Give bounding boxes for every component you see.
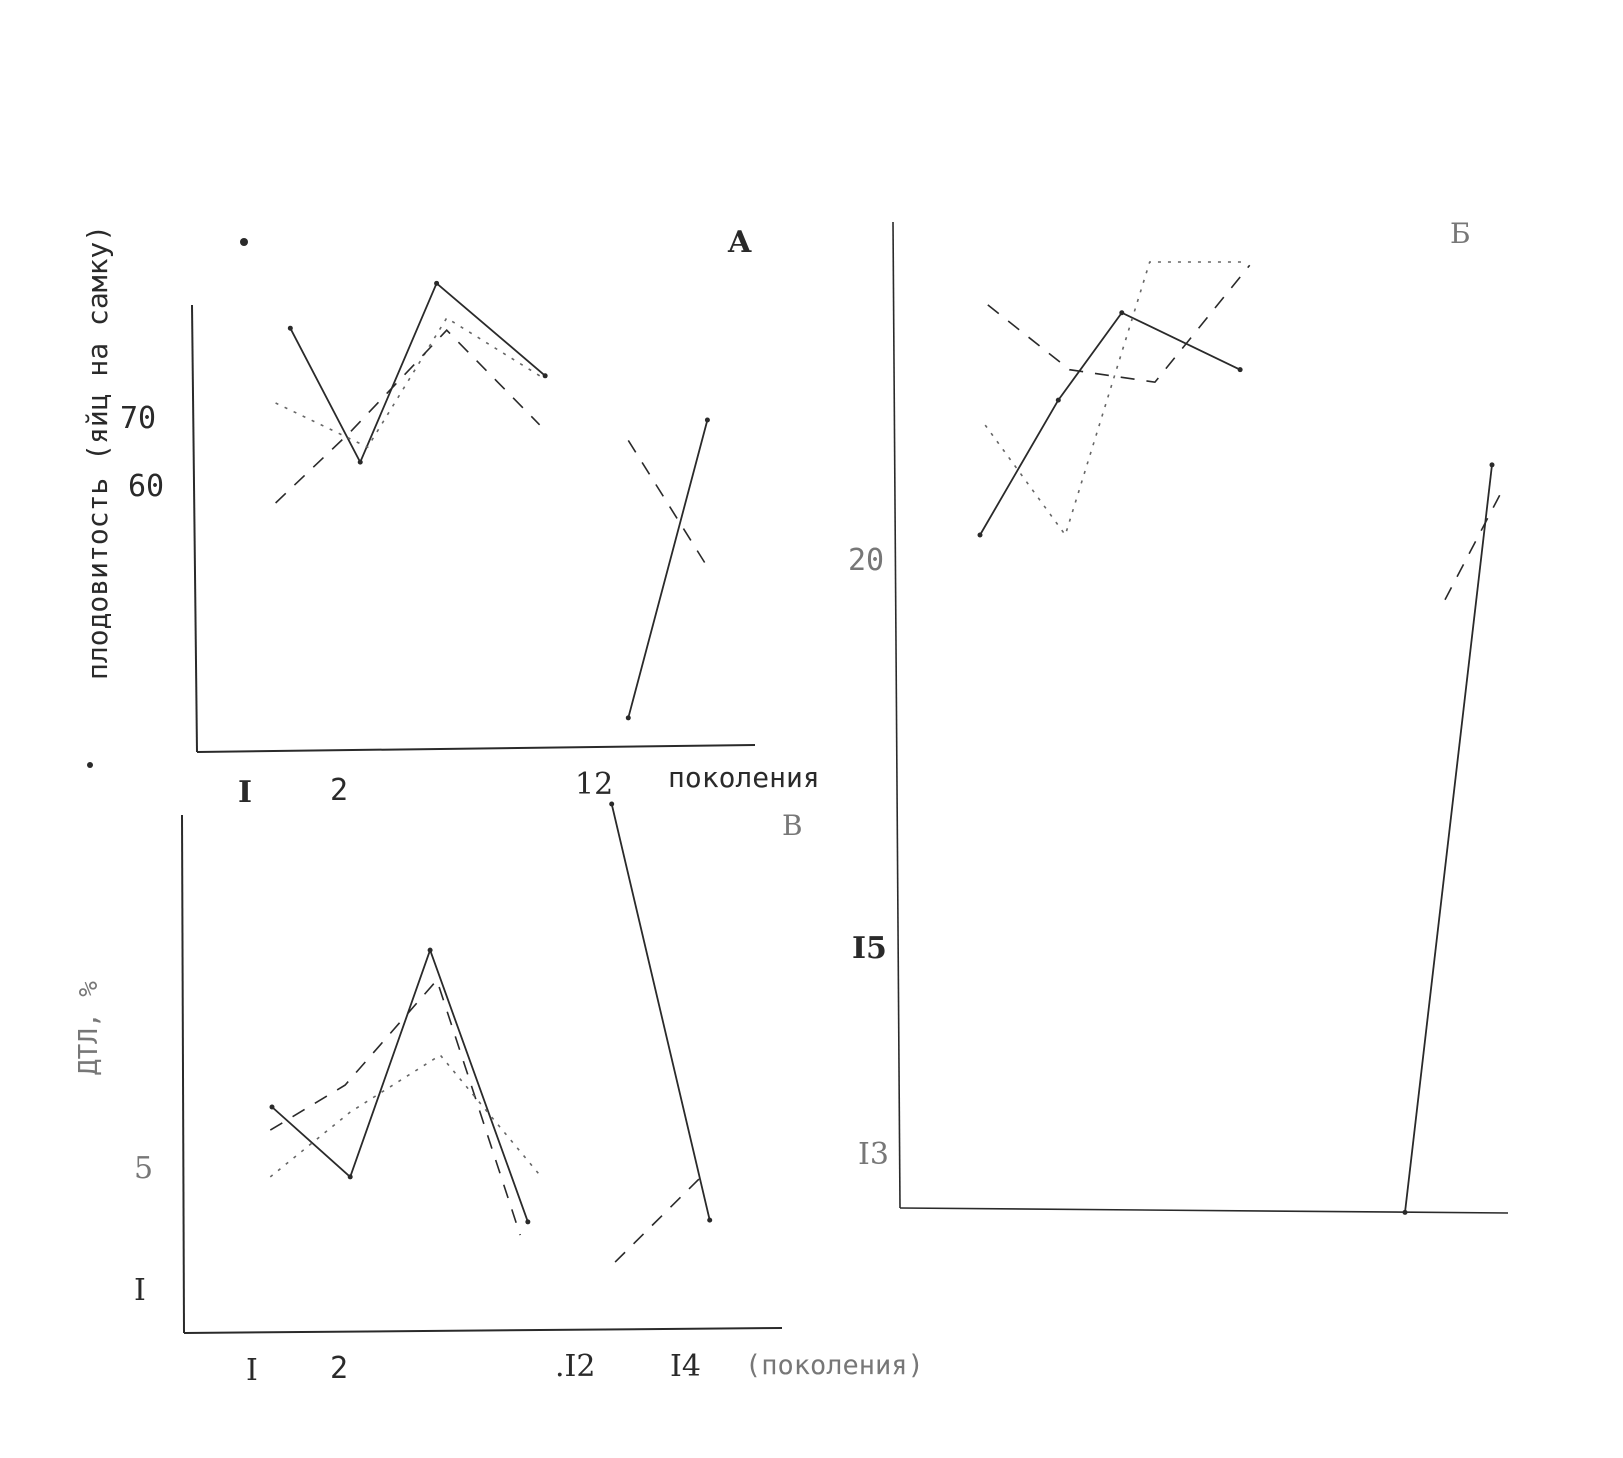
panel-0-series-dashed-line: [627, 439, 709, 568]
panel-0-series-dashed-line: [275, 329, 541, 504]
panel-0-data-point: [434, 280, 440, 286]
panel-1-series-dashed-line: [1444, 484, 1506, 601]
panel-1-series-solid-line: [979, 311, 1241, 536]
panel-c-y-axis: [181, 814, 185, 1334]
panel-0-series-solid-line: [627, 419, 709, 719]
panel-1-data-point: [1402, 1209, 1408, 1215]
panel-2-data-point: [269, 1104, 275, 1110]
panel-a-y-axis: [191, 304, 198, 753]
x-tick-label: I: [246, 1353, 258, 1388]
panel-1-data-point: [977, 532, 983, 538]
x-tick-label: I4: [670, 1349, 701, 1384]
panel-1-data-point: [1119, 310, 1125, 316]
panel-0-data-point: [704, 417, 710, 423]
y-tick-label: 20: [848, 543, 885, 578]
panel-a-x-axis: [196, 744, 756, 753]
series-layer: [269, 261, 1506, 1263]
speck-dot: [240, 238, 248, 246]
panel-a-x-label: поколения: [668, 761, 820, 794]
panel-0-data-point: [357, 459, 363, 465]
panel-b-letter: Б: [1450, 217, 1471, 250]
y-tick-label: I: [134, 1273, 146, 1308]
panel-2-data-point: [427, 947, 433, 953]
panel-b-y-axis: [892, 221, 901, 1209]
y-tick-label: I3: [858, 1137, 889, 1172]
panel-1-series-solid-line: [1404, 464, 1493, 1213]
speck-dot: [87, 762, 93, 768]
panel-0-series-solid-line: [289, 281, 546, 465]
panel-a-y-label: плодовитость (яйц на самку): [81, 224, 114, 680]
panel-c-axes: [181, 814, 783, 1334]
y-tick-label: I5: [852, 931, 887, 966]
x-tick-label: I: [238, 775, 253, 810]
panel-2-series-solid-line: [610, 803, 711, 1221]
panel-c-x-axis: [183, 1327, 783, 1334]
panel-1-series-dashed-line: [987, 264, 1251, 384]
panel-2-series-solid-line: [271, 947, 529, 1223]
panel-0-data-point: [287, 325, 293, 331]
panel-a-letter: A: [728, 225, 752, 260]
panel-2-data-point: [707, 1217, 713, 1223]
y-tick-label: 70: [120, 401, 157, 436]
panel-1-data-point: [1489, 462, 1495, 468]
panel-a-axes: [191, 304, 756, 753]
y-tick-label: 60: [128, 469, 165, 504]
panel-2-data-point: [347, 1174, 353, 1180]
panel-c-y-label: ДТЛ, %: [74, 981, 104, 1075]
panel-2-series-dotted-line: [269, 1054, 541, 1178]
panel-0-data-point: [542, 373, 548, 379]
panel-2-series-dashed-line: [614, 1177, 701, 1263]
panel-1-series-dotted-line: [984, 261, 1246, 537]
x-tick-label: 2: [330, 773, 349, 808]
x-tick-label: .I2: [555, 1349, 596, 1384]
panel-2-data-point: [609, 801, 615, 807]
panel-0-series-dotted-line: [275, 316, 546, 449]
x-tick-label: 12: [575, 767, 614, 802]
panel-0-data-point: [625, 715, 631, 721]
panel-2-series-dashed-line: [269, 978, 521, 1236]
panel-b-axes: [892, 221, 1509, 1214]
panel-c-letter: В: [782, 809, 803, 842]
panel-1-data-point: [1237, 367, 1243, 373]
panel-2-data-point: [525, 1219, 531, 1225]
panel-1-data-point: [1055, 397, 1061, 403]
y-tick-label: 5: [134, 1151, 154, 1186]
panel-c-x-label: (поколения): [745, 1350, 924, 1381]
x-tick-label: 2: [330, 1351, 349, 1386]
panel-b-x-axis: [899, 1207, 1509, 1214]
